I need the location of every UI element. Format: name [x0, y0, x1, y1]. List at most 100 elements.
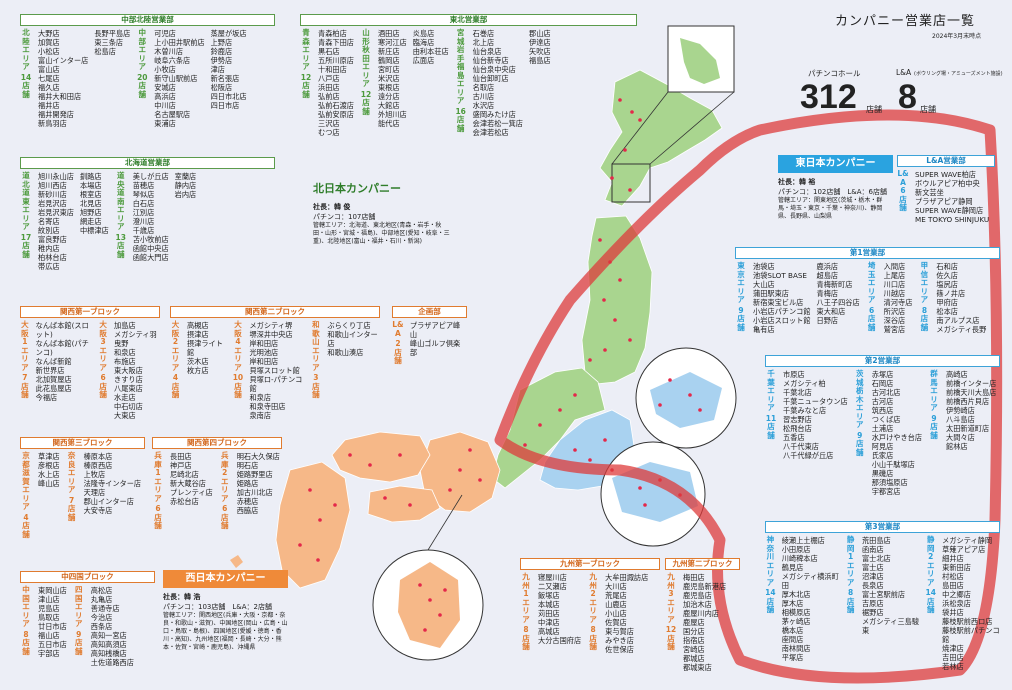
store-name: 藤枝駅前パチンコ館 [942, 626, 1000, 644]
store-name: 和歌山湊店 [327, 348, 364, 357]
store-name: 千葉北店 [783, 388, 812, 397]
store-name: 榛原西店 [83, 461, 113, 470]
store-name: 平塚店 [781, 653, 804, 662]
store-name: ME TOKYO SHINJUKU [915, 215, 990, 224]
store-list: 大牟田諏訪店 大川店 荒尾店 山鹿店 小山店 佐賀店 東与賀店 みやき店 佐世保店 [605, 573, 648, 654]
store-name: 児島店 [38, 604, 60, 613]
store-name: 八千代緑が丘店 [783, 451, 834, 460]
store-name: 北上店 [472, 38, 495, 47]
block-tohoku: 東北営業部 青森エリア 12店舗 青森柏店 青森下田店 黒石店 五所川原店 十和田店 八戸店 浜田… [300, 14, 637, 137]
store-name: メガシティ三島駿東 [861, 617, 920, 635]
store-name: 鷲宮店 [883, 325, 906, 334]
store-name: 館林店 [946, 442, 968, 451]
store-name: 可児店 [154, 29, 176, 38]
store-name: 裾野店 [861, 608, 884, 617]
store-name: 相模原店 [781, 608, 811, 617]
store-list: 明石大久保店 明石店 姫路野里店 姫路店 加古川北店 赤穂店 西脇店 [237, 452, 280, 531]
west-company-president: 社長：韓 浩 [163, 593, 201, 601]
store-name: 本城店 [538, 600, 560, 609]
store-name: 七尾店 [38, 74, 60, 83]
store-name: 中之郷店 [942, 590, 971, 599]
store-name: 明石店 [236, 461, 259, 470]
store-name: 藤枝駅前西ロ店 [942, 617, 993, 626]
store-name: 前橋西片貝店 [946, 397, 990, 406]
store-name: つくば店 [871, 415, 901, 424]
kyushu-region [275, 461, 351, 589]
store-name: 名古屋駅店 [154, 110, 191, 119]
store-name: 新世界店 [35, 366, 65, 375]
store-name: 稚内店 [38, 244, 60, 253]
store-name: メガシティ羽曳野 [114, 330, 157, 348]
north-company-pachinko: パチンコ：107店舗 [313, 213, 376, 221]
store-name: 西条店 [90, 622, 113, 631]
store-list: 市原店 メガシティ柏 千葉北店 千葉ニュータウン店 千葉みなと店 習志野店 松飛台店 五香店八… [783, 370, 848, 496]
block-east2: 第2営業部 千葉エリア 11店舗 市原店 メガシティ柏 千葉北店 千葉ニュータウン店 千葉みな… [765, 355, 1000, 496]
store-name: 氏家店 [871, 451, 894, 460]
store-name: 摂津店 [186, 330, 209, 339]
store-name: 若林店 [942, 662, 964, 671]
area-label: 群馬エリア 9店舗 [930, 369, 938, 440]
store-name: 郡山インター店 [83, 497, 134, 506]
store-name: 高崎店 [946, 370, 968, 379]
store-name: 上野店 [210, 38, 233, 47]
store-name: 貝塚スロット館 [249, 366, 300, 375]
store-name: 八千代東店 [783, 442, 819, 451]
store-list: 長田店 神戸店 尼崎北店 新大蔵谷店 プレンティ店 赤松台店 [170, 452, 213, 531]
store-name: 新庄店 [377, 47, 400, 56]
store-list: 榛原本店 榛原西店 上牧店 法隆寺インター店 天理店 郡山インター店 大安寺店 [84, 452, 142, 539]
store-name: 遠分店 [377, 92, 400, 101]
store-name: 柏林台店 [38, 253, 67, 262]
area-label: 中部エリア 20店舗 [137, 28, 148, 99]
store-name: 北見店 [79, 199, 102, 208]
store-list: 石和店 佐久店 塩尻店 篠ノ井店 甲府店 松本店 南アルプス店 メガシティ長野 [936, 262, 986, 334]
store-name: 宇都宮店 [871, 487, 901, 496]
store-name: 岸和田店 [249, 339, 279, 348]
store-name: 佐世保店 [605, 645, 634, 654]
okinawa-region [230, 555, 243, 568]
store-name: 太田新道町店 [946, 424, 990, 433]
store-name: 大東店 [114, 411, 136, 420]
store-name: 荒田島店 [861, 536, 891, 545]
store-name: 草津店 [38, 452, 60, 461]
store-name: 北加賀屋店 [35, 375, 72, 384]
store-name: プレンティ店 [170, 488, 213, 497]
store-name: 小岩店スロット館 [753, 316, 811, 325]
block-kansai4: 関西第四ブロック 兵庫1エリア 6店舗 長田店 神戸店 尼崎北店 新大蔵谷店 プレンティ店 赤松… [152, 437, 282, 531]
area-label: 大阪4エリア 10店舗 [232, 320, 244, 399]
store-name: 鳥取店 [38, 613, 60, 622]
store-name: 福井店 [38, 101, 60, 110]
store-name: 山鹿店 [605, 600, 627, 609]
store-name: 都城店 [683, 654, 705, 663]
store-name: 上尾店 [883, 271, 906, 280]
store-name: 苗穂店 [132, 181, 155, 190]
store-name: 青森柏店 [318, 29, 347, 38]
block-east3: 第3営業部 神奈川エリア 14店舗 綾瀬上土棚店 小田原店 川崎稗本店 鶴見店 メガシティ横浜… [765, 521, 1000, 671]
store-name: 宮崎店 [683, 645, 705, 654]
store-name: 帯広店 [38, 262, 60, 271]
store-name: 大牟田諏訪店 [605, 573, 649, 582]
as-of-date: 2024年3月末時点 [932, 33, 982, 40]
block-header: 第1営業部 [735, 247, 1000, 259]
store-name: 釧路店 [79, 172, 102, 181]
store-name: 黒磯店 [871, 469, 894, 478]
store-markers [298, 98, 702, 632]
block-header: 九州第二ブロック [665, 558, 740, 570]
store-name: 丸亀店 [90, 595, 113, 604]
store-name: 青梅店 [816, 289, 839, 298]
store-name: 加賀店 [38, 38, 60, 47]
store-name: 峰山店 [38, 479, 60, 488]
block-header: 関西第二ブロック [170, 306, 380, 318]
store-name: 函館中央店 [132, 244, 169, 253]
store-name: 福山店 [38, 631, 60, 640]
store-name: 函館大門店 [132, 253, 169, 262]
store-name: 富士店 [861, 563, 884, 572]
store-name: 水沢店 [472, 101, 495, 110]
store-name: 草薙アピア店 [942, 545, 986, 554]
store-name: 由利本荘店 [412, 47, 449, 56]
store-name: 東根店 [377, 83, 400, 92]
store-name: 酒田店 [377, 29, 400, 38]
area-label: 宮城岩手福島エリア 16店舗 [455, 28, 466, 133]
store-name: 川越店 [883, 289, 906, 298]
store-name: SUPER WAVE柏店 [915, 170, 976, 179]
